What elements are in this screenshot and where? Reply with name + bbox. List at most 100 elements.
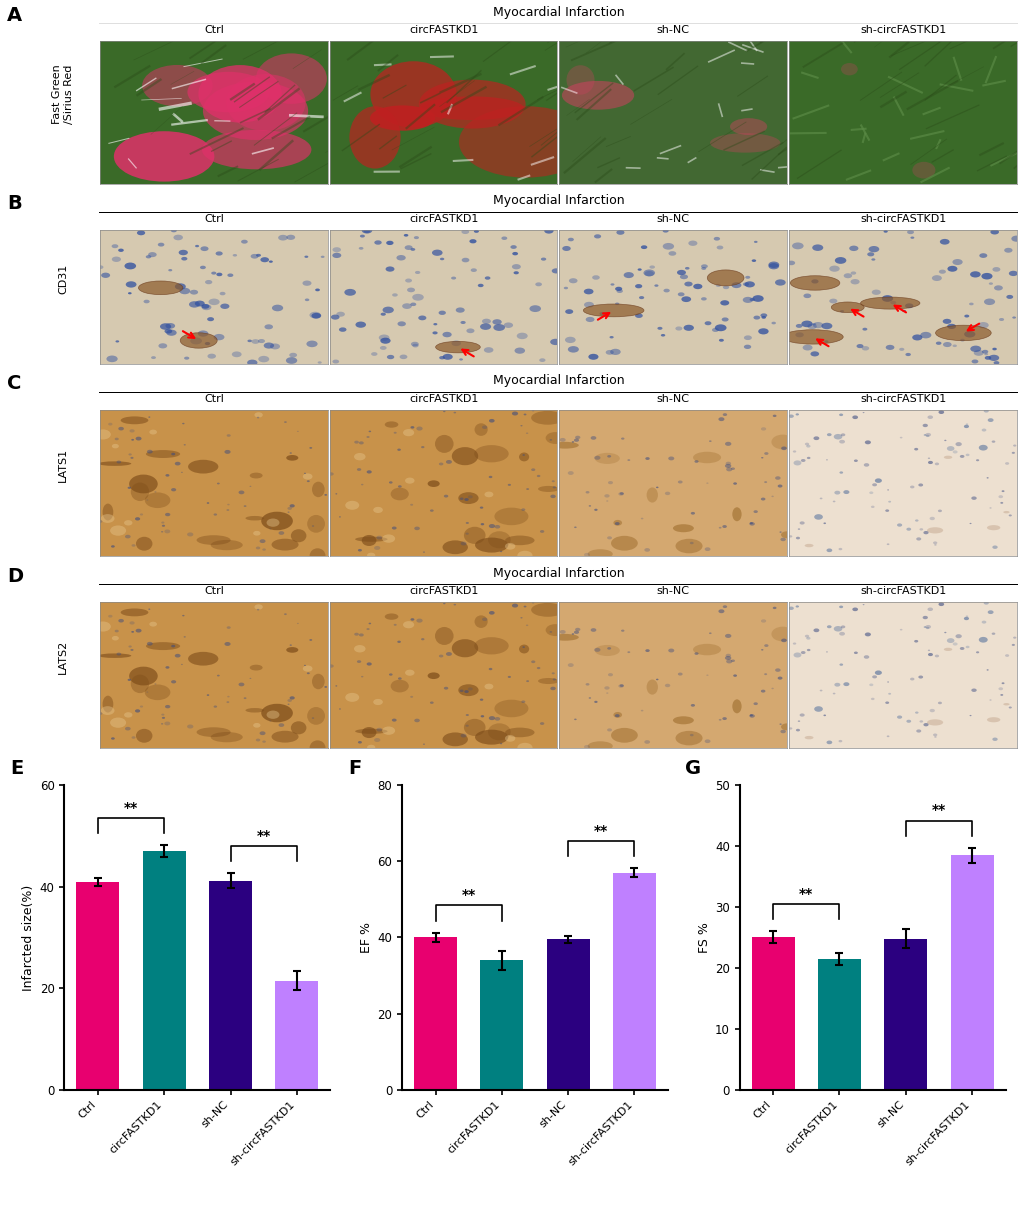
Circle shape — [180, 472, 182, 474]
Circle shape — [781, 447, 786, 451]
Circle shape — [307, 481, 310, 482]
Ellipse shape — [675, 539, 702, 553]
Ellipse shape — [187, 652, 218, 666]
Circle shape — [594, 455, 600, 460]
Circle shape — [535, 283, 541, 286]
Circle shape — [952, 451, 957, 453]
Text: **: ** — [462, 888, 475, 902]
Circle shape — [914, 519, 918, 522]
Circle shape — [655, 679, 658, 680]
Circle shape — [517, 551, 532, 561]
Circle shape — [174, 461, 180, 465]
Circle shape — [453, 604, 455, 605]
Circle shape — [191, 337, 202, 344]
Circle shape — [662, 243, 674, 250]
Circle shape — [863, 463, 868, 466]
Circle shape — [359, 633, 364, 637]
Circle shape — [804, 634, 808, 638]
Circle shape — [714, 324, 726, 331]
Circle shape — [114, 437, 118, 440]
Circle shape — [811, 323, 815, 325]
Circle shape — [731, 660, 735, 662]
Ellipse shape — [145, 493, 170, 509]
Circle shape — [840, 434, 845, 436]
Circle shape — [760, 428, 765, 430]
Circle shape — [306, 341, 317, 347]
Circle shape — [810, 352, 818, 356]
Circle shape — [870, 259, 874, 261]
Circle shape — [575, 628, 580, 631]
Circle shape — [937, 702, 942, 704]
Circle shape — [492, 319, 501, 325]
Circle shape — [186, 533, 194, 536]
Circle shape — [336, 312, 344, 316]
Circle shape — [743, 336, 751, 341]
Circle shape — [536, 667, 540, 669]
Circle shape — [638, 296, 644, 300]
Circle shape — [278, 234, 287, 240]
Circle shape — [488, 668, 492, 670]
Circle shape — [635, 284, 642, 289]
Circle shape — [689, 733, 693, 737]
Circle shape — [147, 691, 148, 692]
Circle shape — [213, 513, 217, 516]
Circle shape — [955, 442, 961, 446]
Circle shape — [480, 523, 484, 525]
Text: E: E — [10, 759, 23, 778]
Circle shape — [585, 490, 589, 494]
Circle shape — [690, 512, 694, 515]
Circle shape — [640, 245, 647, 249]
Ellipse shape — [286, 647, 298, 652]
Circle shape — [757, 329, 768, 335]
Circle shape — [165, 705, 170, 708]
Ellipse shape — [860, 297, 919, 309]
Circle shape — [359, 246, 363, 250]
Circle shape — [685, 267, 689, 269]
Text: C: C — [7, 374, 21, 394]
Circle shape — [871, 483, 876, 487]
Circle shape — [97, 266, 103, 269]
Circle shape — [767, 263, 779, 269]
Circle shape — [788, 606, 793, 610]
Circle shape — [101, 707, 114, 715]
Ellipse shape — [706, 269, 743, 286]
Circle shape — [158, 343, 167, 348]
Circle shape — [690, 704, 694, 707]
Circle shape — [494, 525, 499, 529]
Circle shape — [644, 271, 653, 277]
Ellipse shape — [136, 536, 152, 551]
Text: **: ** — [257, 829, 270, 842]
Circle shape — [549, 338, 560, 345]
Circle shape — [705, 674, 708, 676]
Circle shape — [460, 498, 464, 500]
Circle shape — [151, 356, 156, 359]
Circle shape — [700, 297, 706, 301]
Circle shape — [614, 286, 622, 291]
Circle shape — [442, 411, 445, 412]
Ellipse shape — [271, 731, 299, 743]
Circle shape — [731, 467, 735, 470]
Circle shape — [136, 628, 142, 633]
Circle shape — [833, 434, 842, 440]
Circle shape — [354, 645, 365, 652]
Circle shape — [708, 633, 711, 634]
Ellipse shape — [246, 708, 264, 713]
Circle shape — [432, 331, 437, 335]
Circle shape — [862, 327, 866, 331]
Circle shape — [438, 655, 443, 657]
Circle shape — [523, 605, 526, 608]
Circle shape — [1001, 683, 1004, 684]
Circle shape — [466, 522, 469, 524]
Circle shape — [843, 683, 849, 686]
Ellipse shape — [362, 727, 376, 738]
Circle shape — [439, 257, 444, 260]
Circle shape — [896, 715, 901, 719]
Circle shape — [549, 439, 551, 441]
Circle shape — [161, 522, 164, 523]
Ellipse shape — [130, 482, 149, 501]
Circle shape — [910, 237, 913, 239]
Circle shape — [870, 698, 873, 701]
Circle shape — [1000, 693, 1003, 696]
Ellipse shape — [187, 71, 269, 112]
Circle shape — [397, 321, 406, 326]
